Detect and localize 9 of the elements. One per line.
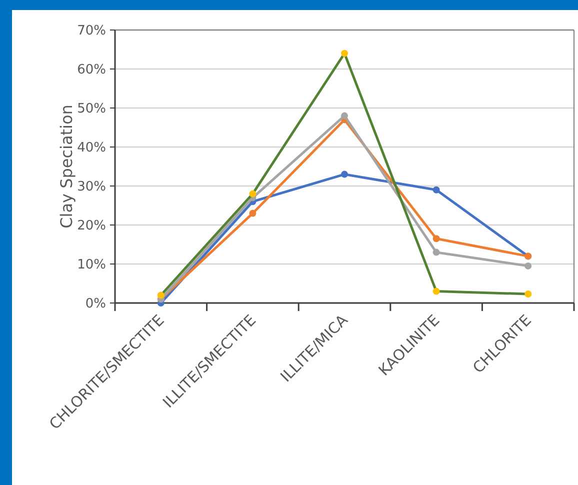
y-tick-label: 10% — [77, 258, 106, 273]
y-tick-label: 40% — [77, 140, 106, 156]
y-tick-label: 30% — [77, 180, 106, 195]
y-tick-label: 60% — [77, 62, 106, 78]
y-tick-label: 70% — [77, 24, 106, 39]
y-tick-label: 0% — [85, 296, 106, 312]
y-tick-label: 20% — [77, 218, 106, 234]
y-tick-label: 50% — [77, 102, 106, 117]
y-axis-title: Clay Speciation — [57, 104, 76, 228]
